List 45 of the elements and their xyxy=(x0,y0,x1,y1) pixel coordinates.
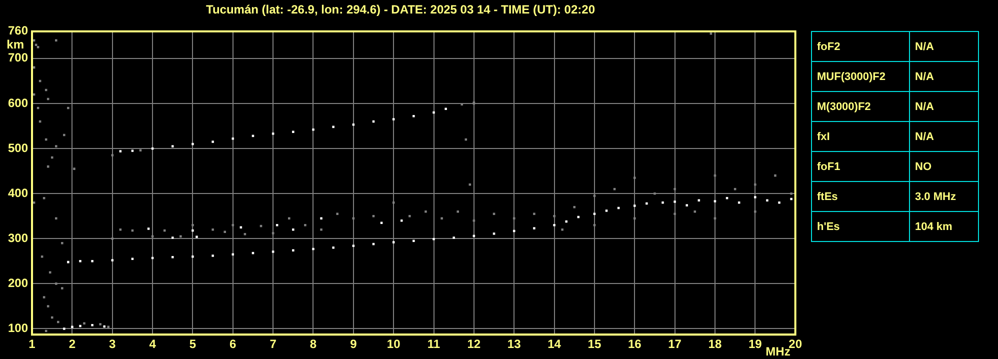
y-tick-label: 500 xyxy=(8,140,28,155)
x-tick-label: 13 xyxy=(507,337,522,352)
x-tick-label: 20 xyxy=(788,337,802,352)
text: N/A xyxy=(910,32,978,62)
text: MUF(3000)F2 xyxy=(812,62,910,92)
text: h'Es xyxy=(812,212,910,242)
x-tick-label: 3 xyxy=(109,337,116,352)
text: foF1 xyxy=(812,152,910,182)
text: NO xyxy=(910,152,978,182)
y-tick-label: 400 xyxy=(8,186,28,200)
text: N/A xyxy=(910,62,978,92)
y-tick-label: 700 xyxy=(8,50,28,65)
x-tick-label: 1 xyxy=(28,337,36,352)
x-tick-label: 6 xyxy=(230,337,237,352)
x-tick-label: 16 xyxy=(628,337,642,352)
text: fxI xyxy=(812,122,910,152)
x-tick-label: 18 xyxy=(708,337,722,352)
x-tick-label: 5 xyxy=(189,337,196,352)
y-tick-label: 760 xyxy=(8,24,28,38)
x-tick-label: 7 xyxy=(270,337,277,352)
y-tick-label: 300 xyxy=(8,230,28,245)
y-tick-label: 200 xyxy=(8,276,28,290)
x-tick-label: 8 xyxy=(310,337,317,352)
y-axis-title: km xyxy=(6,38,24,52)
text: ftEs xyxy=(812,182,910,212)
x-tick-label: 17 xyxy=(668,337,682,352)
text: 104 km xyxy=(910,212,978,242)
text: N/A xyxy=(910,122,978,152)
text: M(3000)F2 xyxy=(812,92,910,122)
x-tick-label: 10 xyxy=(386,337,401,352)
x-tick-label: 2 xyxy=(68,337,76,352)
text: 3.0 MHz xyxy=(910,182,978,212)
x-axis-title: MHz xyxy=(766,344,790,358)
y-tick-label: 100 xyxy=(8,321,28,336)
x-tick-label: 19 xyxy=(748,337,762,352)
text: foF2 xyxy=(812,32,910,62)
x-tick-label: 9 xyxy=(350,337,358,352)
x-tick-label: 12 xyxy=(467,337,481,352)
text: N/A xyxy=(910,92,978,122)
chart-title: Tucumán (lat: -26.9, lon: 294.6) - DATE: 2025 03 14 - TIME (UT): 02:20 xyxy=(206,2,596,17)
x-tick-label: 15 xyxy=(588,337,602,352)
y-tick-label: 600 xyxy=(8,96,28,110)
x-tick-label: 14 xyxy=(548,337,562,352)
x-tick-label: 4 xyxy=(149,337,156,352)
x-tick-label: 11 xyxy=(427,337,440,352)
